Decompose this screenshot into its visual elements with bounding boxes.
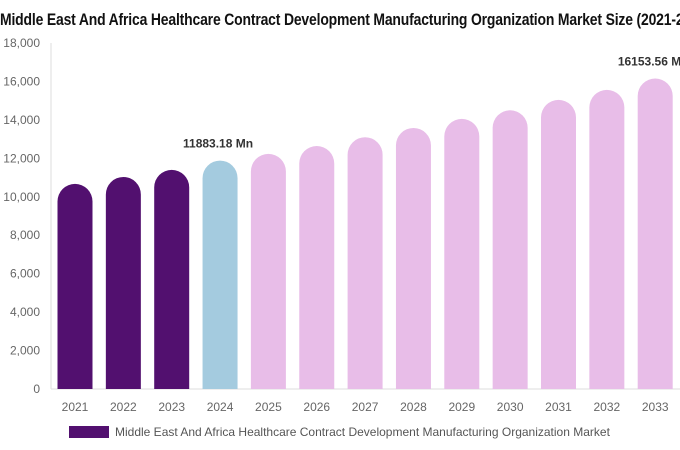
bar-2024: [202, 160, 238, 389]
legend-label: Middle East And Africa Healthcare Contra…: [115, 425, 610, 439]
bar-2029: [444, 118, 480, 389]
y-tick-label: 6,000: [10, 267, 40, 281]
chart-title: Middle East And Africa Healthcare Contra…: [0, 10, 680, 29]
data-label: 11883.18 Mn: [183, 137, 253, 151]
data-label: 16153.56 Mn: [618, 54, 680, 68]
bar-2033: [637, 78, 673, 390]
y-tick-label: 10,000: [3, 190, 40, 204]
y-tick-label: 2,000: [10, 344, 40, 358]
x-tick-label: 2024: [207, 400, 234, 414]
bar-2030: [492, 110, 528, 389]
y-tick-label: 16,000: [3, 74, 40, 88]
bar-2032: [589, 89, 625, 389]
bar-2028: [395, 127, 431, 390]
bar-2022: [105, 176, 141, 389]
y-tick-label: 4,000: [10, 305, 40, 319]
x-tick-label: 2021: [62, 400, 89, 414]
x-tick-label: 2025: [255, 400, 282, 414]
x-tick-label: 2028: [400, 400, 427, 414]
x-tick-label: 2027: [352, 400, 379, 414]
bar-2021: [57, 183, 93, 389]
bar-2031: [541, 99, 576, 390]
y-tick-label: 12,000: [3, 151, 40, 165]
x-tick-label: 2031: [545, 400, 572, 414]
bar-2026: [299, 146, 335, 389]
bar-2025: [250, 153, 286, 389]
x-tick-label: 2023: [158, 400, 185, 414]
bar-2027: [347, 137, 383, 389]
y-tick-label: 0: [33, 382, 40, 396]
legend-swatch: [69, 426, 109, 438]
x-tick-label: 2026: [303, 400, 330, 414]
x-tick-label: 2033: [642, 400, 669, 414]
y-tick-label: 18,000: [3, 36, 40, 50]
y-tick-label: 14,000: [3, 113, 40, 127]
bar-2023: [154, 169, 190, 389]
x-tick-label: 2032: [593, 400, 620, 414]
x-tick-label: 2029: [448, 400, 475, 414]
x-tick-label: 2030: [497, 400, 524, 414]
x-tick-label: 2022: [110, 400, 137, 414]
y-tick-label: 8,000: [10, 228, 40, 242]
legend: Middle East And Africa Healthcare Contra…: [69, 425, 610, 439]
